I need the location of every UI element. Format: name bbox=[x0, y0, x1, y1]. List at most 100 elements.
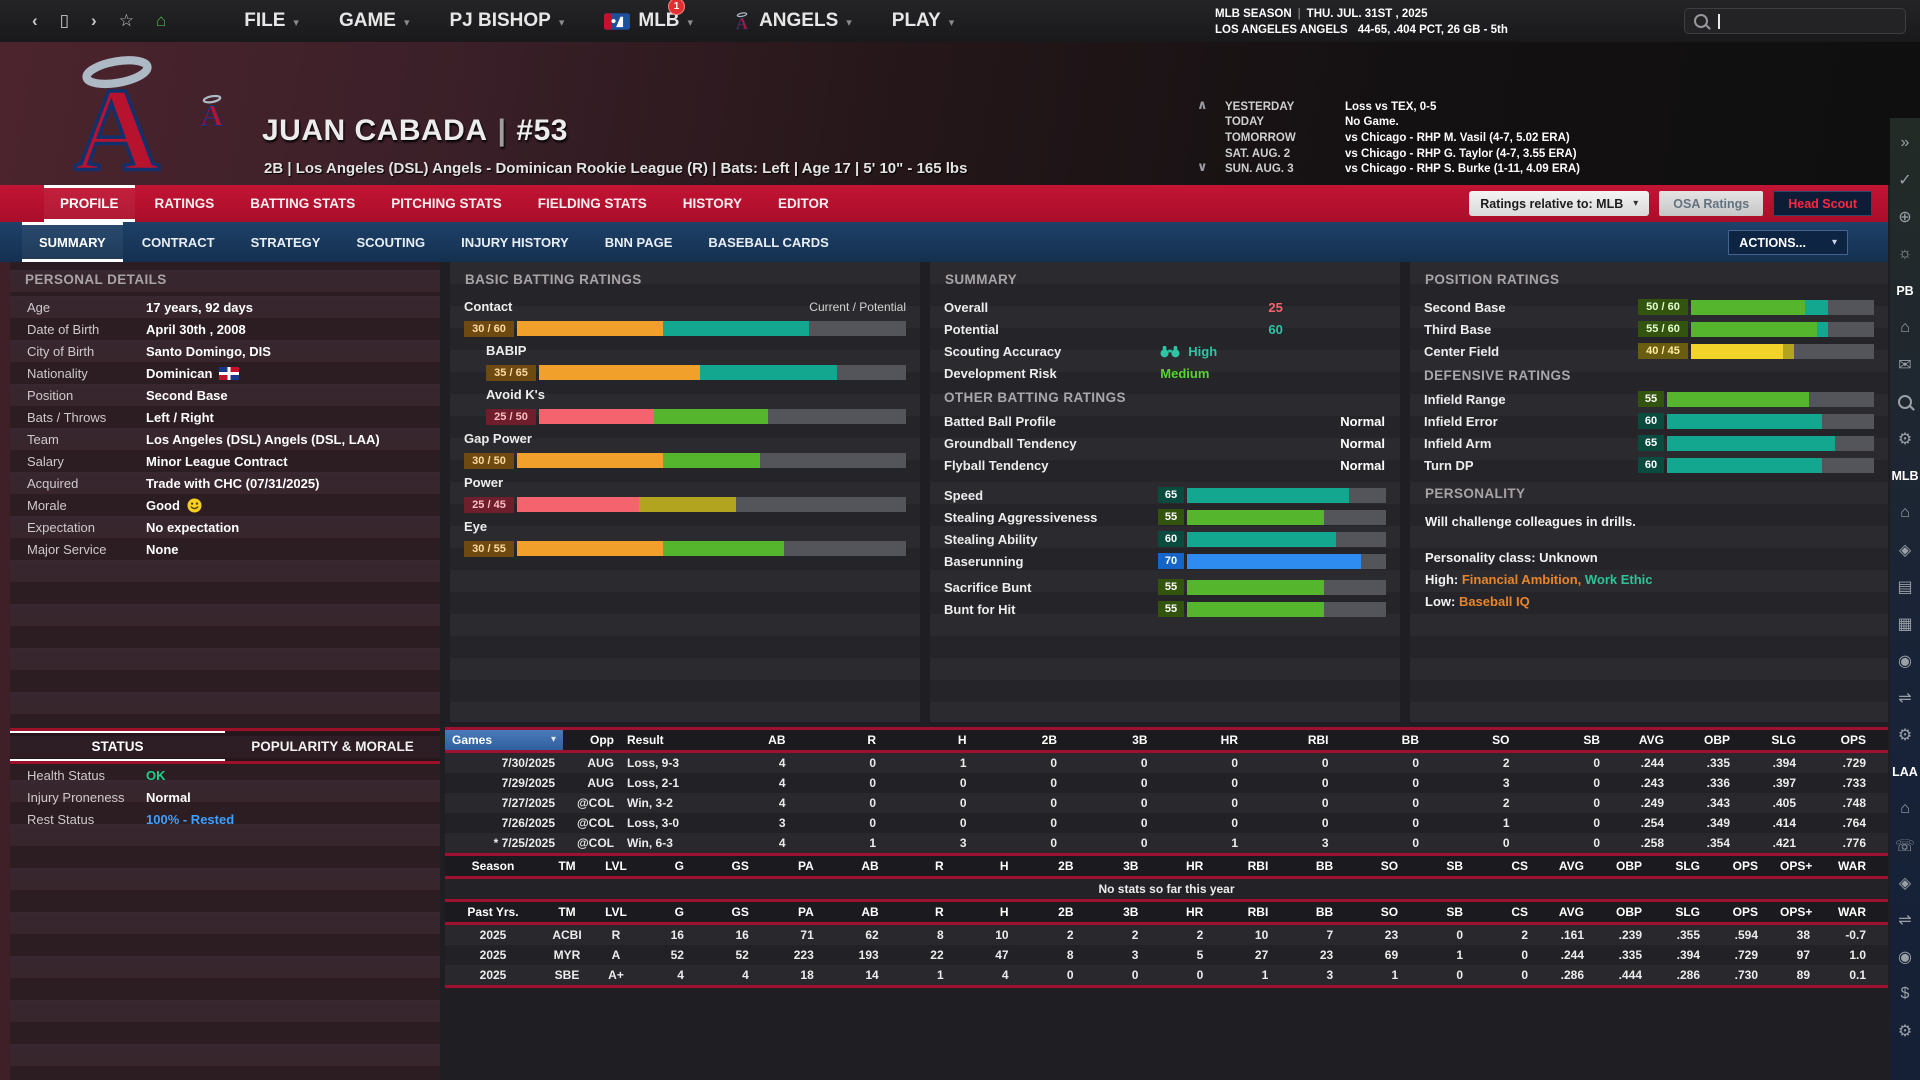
table-row[interactable]: 2025 SBE A+ 4 4 18 14 1 4 0 0 0 1 3 1 0 0.286.444.286.73… bbox=[445, 965, 1888, 985]
subtab-strategy[interactable]: STRATEGY bbox=[250, 234, 321, 250]
column-header[interactable]: AVG bbox=[1638, 733, 1664, 747]
actions-button[interactable]: ACTIONS... ▾ bbox=[1728, 230, 1848, 255]
column-header[interactable]: OPS+ bbox=[1780, 859, 1813, 873]
column-header[interactable]: R bbox=[867, 733, 876, 747]
column-header[interactable]: AVG bbox=[1558, 905, 1584, 919]
home-icon[interactable]: ⌂ bbox=[1900, 799, 1910, 817]
column-header[interactable]: CS bbox=[1511, 859, 1528, 873]
head-scout-button[interactable]: Head Scout bbox=[1773, 191, 1872, 216]
trade-icon[interactable]: ⇌ bbox=[1898, 689, 1912, 707]
settings-icon[interactable]: ⚙ bbox=[1897, 726, 1913, 744]
home-icon[interactable]: ⌂ bbox=[1900, 318, 1910, 336]
home-icon[interactable]: ⌂ bbox=[155, 11, 167, 30]
column-header[interactable]: GS bbox=[731, 859, 749, 873]
column-header[interactable]: AVG bbox=[1558, 859, 1584, 873]
column-header[interactable]: AB bbox=[768, 733, 786, 747]
schedule-game-value[interactable]: vs Chicago - RHP S. Burke (1-11, 4.09 ER… bbox=[1345, 163, 1580, 176]
tab-fielding-stats[interactable]: FIELDING STATS bbox=[537, 196, 647, 211]
menu-angels[interactable]: A ANGELS ▾ bbox=[733, 8, 852, 34]
column-header[interactable]: SO bbox=[1380, 905, 1399, 919]
column-header[interactable]: Season bbox=[471, 859, 515, 873]
home-icon[interactable]: ⌂ bbox=[1900, 503, 1910, 521]
column-header[interactable]: WAR bbox=[1838, 905, 1866, 919]
column-header[interactable]: Opp bbox=[590, 733, 614, 747]
tab-editor[interactable]: EDITOR bbox=[778, 196, 829, 211]
column-header[interactable]: RBI bbox=[1247, 859, 1269, 873]
column-header[interactable]: OPS+ bbox=[1780, 905, 1813, 919]
window-icon[interactable]: ▯ bbox=[59, 11, 70, 30]
column-header[interactable]: G bbox=[674, 905, 684, 919]
menu-pj-bishop[interactable]: PJ BISHOP ▾ bbox=[449, 10, 564, 32]
column-header[interactable]: OPS bbox=[1840, 733, 1866, 747]
tab-history[interactable]: HISTORY bbox=[682, 196, 743, 211]
column-header[interactable]: SLG bbox=[1675, 859, 1700, 873]
table-row[interactable]: 7/27/2025 @COL Win, 3-2 4 0 0 0 0 0 0 0 2 0 .249 .343.… bbox=[445, 793, 1888, 813]
column-header[interactable]: TM bbox=[558, 905, 576, 919]
column-header[interactable]: OBP bbox=[1615, 859, 1642, 873]
column-header[interactable]: OBP bbox=[1615, 905, 1642, 919]
column-header[interactable]: G bbox=[674, 859, 684, 873]
stats-icon[interactable]: ▦ bbox=[1897, 615, 1913, 633]
column-header[interactable]: SO bbox=[1492, 733, 1510, 747]
chevron-down-icon[interactable]: ∨ bbox=[1197, 159, 1208, 174]
column-header[interactable]: RBI bbox=[1307, 733, 1329, 747]
column-header[interactable]: CS bbox=[1511, 905, 1528, 919]
column-header[interactable]: LVL bbox=[605, 859, 627, 873]
column-header[interactable]: RBI bbox=[1247, 905, 1269, 919]
column-header[interactable]: 3B bbox=[1132, 733, 1148, 747]
check-icon[interactable]: ✓ bbox=[1898, 171, 1912, 189]
globe-icon[interactable]: ⊕ bbox=[1898, 208, 1912, 226]
location-icon[interactable]: ◈ bbox=[1898, 874, 1912, 892]
table-row[interactable]: 2025 MYR A 52 52 223 193 22 47 8 3 5 27 23 69 1 0 .244 .33… bbox=[445, 945, 1888, 965]
column-header[interactable]: R bbox=[934, 859, 944, 873]
ratings-relative-select[interactable]: Ratings relative to: MLB ▾ bbox=[1469, 191, 1650, 216]
column-header[interactable]: H bbox=[999, 859, 1009, 873]
table-row[interactable]: 2025 ACBI R 16 16 71 62 8 10 2 2 2 10 7 23 0 2 .161 .239 .3… bbox=[445, 925, 1888, 945]
column-header[interactable]: HR bbox=[1186, 859, 1204, 873]
column-header[interactable]: HR bbox=[1186, 905, 1204, 919]
column-header[interactable]: 2B bbox=[1058, 859, 1074, 873]
column-header[interactable]: SB bbox=[1583, 733, 1600, 747]
settings-icon[interactable]: ⚙ bbox=[1897, 1022, 1913, 1040]
subtab-injury-history[interactable]: INJURY HISTORY bbox=[461, 234, 569, 250]
osa-ratings-button[interactable]: OSA Ratings bbox=[1659, 191, 1764, 216]
column-header[interactable]: PA bbox=[798, 859, 814, 873]
menu-game[interactable]: GAME ▾ bbox=[339, 10, 410, 32]
finance-icon[interactable]: $ bbox=[1900, 984, 1910, 1002]
back-icon[interactable]: ‹ bbox=[32, 11, 38, 30]
expand-sidebar-icon[interactable]: » bbox=[1900, 133, 1910, 151]
column-header[interactable]: WAR bbox=[1838, 859, 1866, 873]
baseball-icon[interactable]: ◉ bbox=[1898, 948, 1912, 966]
trade-icon[interactable]: ⇌ bbox=[1898, 911, 1912, 929]
column-header[interactable]: OPS bbox=[1732, 859, 1758, 873]
subtab-baseball-cards[interactable]: BASEBALL CARDS bbox=[708, 234, 829, 250]
column-header[interactable]: PA bbox=[798, 905, 814, 919]
tab-profile[interactable]: PROFILE bbox=[44, 185, 135, 222]
column-header[interactable]: AB bbox=[861, 859, 879, 873]
table-row[interactable]: * 7/25/2025 @COL Win, 6-3 4 1 3 0 0 1 3 0 0 0 .258 .35… bbox=[445, 833, 1888, 853]
location-icon[interactable]: ◈ bbox=[1898, 541, 1912, 559]
status-tab-popularity-morale[interactable]: POPULARITY & MORALE bbox=[251, 738, 414, 754]
favorite-icon[interactable]: ☆ bbox=[118, 11, 134, 30]
schedule-game-value[interactable]: vs Chicago - RHP M. Vasil (4-7, 5.02 ERA… bbox=[1345, 131, 1570, 144]
column-header[interactable]: 3B bbox=[1123, 905, 1139, 919]
column-header[interactable]: Past Yrs. bbox=[467, 905, 519, 919]
mail-icon[interactable]: ✉ bbox=[1898, 356, 1912, 374]
column-header[interactable]: BB bbox=[1315, 859, 1334, 873]
menu-play[interactable]: PLAY ▾ bbox=[892, 10, 954, 32]
id-card-icon[interactable]: ▤ bbox=[1897, 578, 1913, 596]
column-header[interactable]: SB bbox=[1446, 859, 1464, 873]
schedule-game-value[interactable]: vs Chicago - RHP G. Taylor (4-7, 3.55 ER… bbox=[1345, 147, 1577, 160]
column-header[interactable]: SLG bbox=[1771, 733, 1796, 747]
column-header[interactable]: GS bbox=[731, 905, 749, 919]
table-row[interactable]: 7/30/2025 AUG Loss, 9-3 4 0 1 0 0 0 0 0 2 0 .244 .335.… bbox=[445, 753, 1888, 773]
column-header[interactable]: LVL bbox=[605, 905, 627, 919]
tab-ratings[interactable]: RATINGS bbox=[154, 196, 215, 211]
baseball-icon[interactable]: ◉ bbox=[1898, 652, 1912, 670]
column-header[interactable]: H bbox=[957, 733, 967, 747]
subtab-contract[interactable]: CONTRACT bbox=[141, 234, 215, 250]
column-header[interactable]: SB bbox=[1446, 905, 1464, 919]
search-input[interactable] bbox=[1684, 8, 1906, 34]
column-header[interactable]: BB bbox=[1315, 905, 1334, 919]
column-header[interactable]: HR bbox=[1220, 733, 1238, 747]
